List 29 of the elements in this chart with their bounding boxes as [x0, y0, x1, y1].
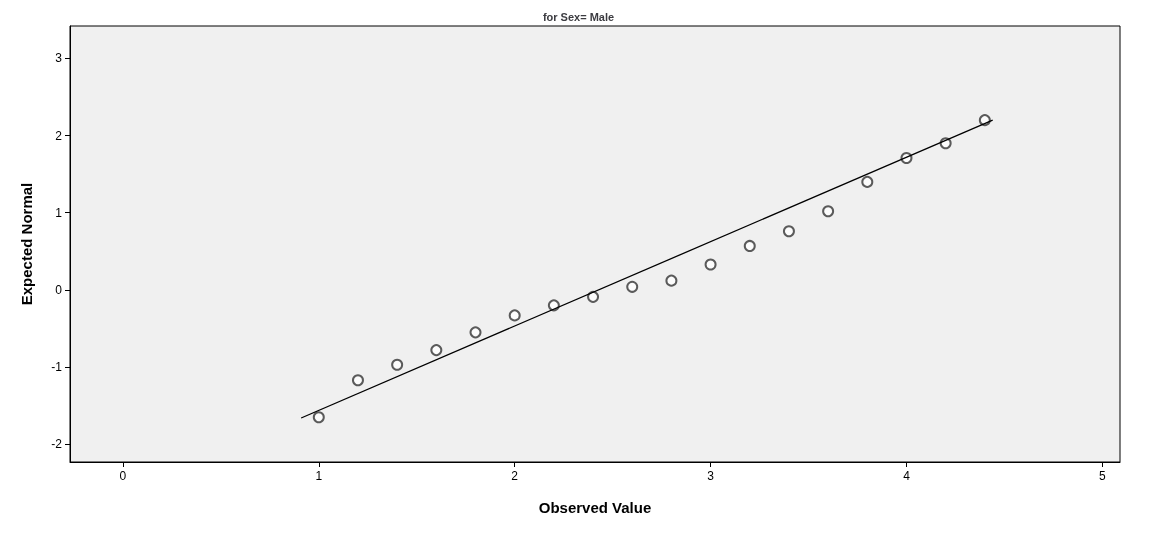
x-axis-title: Observed Value: [538, 499, 652, 516]
point: [743, 239, 756, 252]
point: [508, 309, 521, 322]
point: [469, 326, 482, 339]
chart-title: for Sex= Male: [542, 10, 615, 23]
y-tick-label: -1: [51, 360, 63, 375]
point: [861, 175, 874, 188]
x-tick-label: 3: [707, 469, 715, 483]
point: [430, 344, 443, 357]
x-tick-label: 4: [903, 469, 911, 483]
point: [351, 374, 364, 387]
y-tick-label: 0: [55, 282, 63, 297]
point: [312, 411, 325, 424]
point: [782, 225, 795, 238]
point: [665, 274, 678, 287]
x-tick-label: 5: [1099, 469, 1107, 483]
x-tick-label: 2: [511, 469, 519, 483]
y-tick-label: 2: [55, 128, 63, 143]
y-tick-label: -2: [51, 437, 63, 452]
point: [391, 358, 404, 371]
point: [704, 258, 717, 271]
y-axis-title: Expected Normal: [18, 182, 35, 306]
point: [587, 290, 600, 303]
y-tick-label: 1: [55, 205, 63, 220]
x-tick-label: 1: [315, 469, 323, 483]
x-tick-label: 0: [119, 469, 127, 483]
y-tick-label: 3: [55, 51, 63, 66]
point: [822, 205, 835, 218]
point: [626, 280, 639, 293]
